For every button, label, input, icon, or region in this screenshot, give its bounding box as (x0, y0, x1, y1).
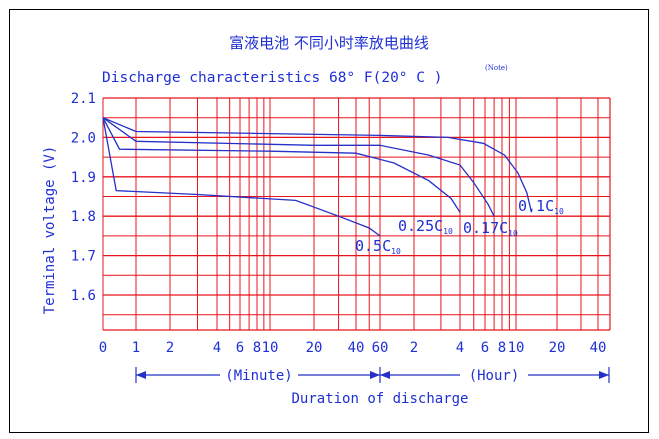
series-label: 0.5C10 (355, 237, 401, 256)
y-tick-label: 1.8 (71, 209, 96, 225)
x-tick-label: 4 (213, 340, 221, 356)
series-label: 0.17C10 (463, 219, 518, 238)
x-tick-label: 4 (456, 340, 464, 356)
x-tick-label: 40 (348, 340, 365, 356)
x-tick-label: 6 (236, 340, 244, 356)
y-tick-label: 1.6 (71, 288, 96, 304)
y-axis-label: Terminal voltage (V) (42, 146, 58, 315)
y-tick-label: 2.0 (71, 130, 96, 146)
y-tick-label: 2.1 (71, 91, 96, 107)
hour-arrowhead-left (380, 371, 390, 379)
series-label: 0.25C10 (398, 217, 453, 236)
x-tick-label: 2 (166, 340, 174, 356)
x-tick-label: 10 (508, 340, 525, 356)
x-tick-label: 2 (410, 340, 418, 356)
chart-subtitle: Discharge characteristics 68° F(20° C ) (102, 70, 442, 86)
x-tick-label: 8 (498, 340, 506, 356)
series-line (102, 117, 533, 213)
series-line (102, 117, 461, 213)
x-tick-label: 60 (372, 340, 389, 356)
x-tick-label: 0 (99, 340, 107, 356)
chart-title: 富液电池 不同小时率放电曲线 (229, 34, 429, 52)
series-line (102, 117, 495, 217)
chart-frame (9, 9, 649, 433)
x-tick-label: 6 (481, 340, 489, 356)
y-tick-label: 1.7 (71, 249, 96, 265)
chart-note: (Note) (485, 64, 508, 72)
x-axis-label: Duration of discharge (291, 391, 468, 407)
minute-label: (Minute) (225, 368, 292, 384)
series-line (102, 117, 381, 237)
minute-arrowhead-right (370, 371, 380, 379)
x-tick-label: 20 (306, 340, 323, 356)
minute-arrowhead-left (136, 371, 146, 379)
series-label: 0.1C10 (518, 197, 564, 216)
x-tick-label: 40 (590, 340, 607, 356)
y-tick-label: 1.9 (71, 170, 96, 186)
x-tick-label: 10 (262, 340, 279, 356)
x-tick-label: 20 (549, 340, 566, 356)
hour-label: (Hour) (469, 368, 520, 384)
x-tick-label: 1 (132, 340, 140, 356)
x-tick-label: 8 (253, 340, 261, 356)
hour-arrowhead-right (599, 371, 609, 379)
